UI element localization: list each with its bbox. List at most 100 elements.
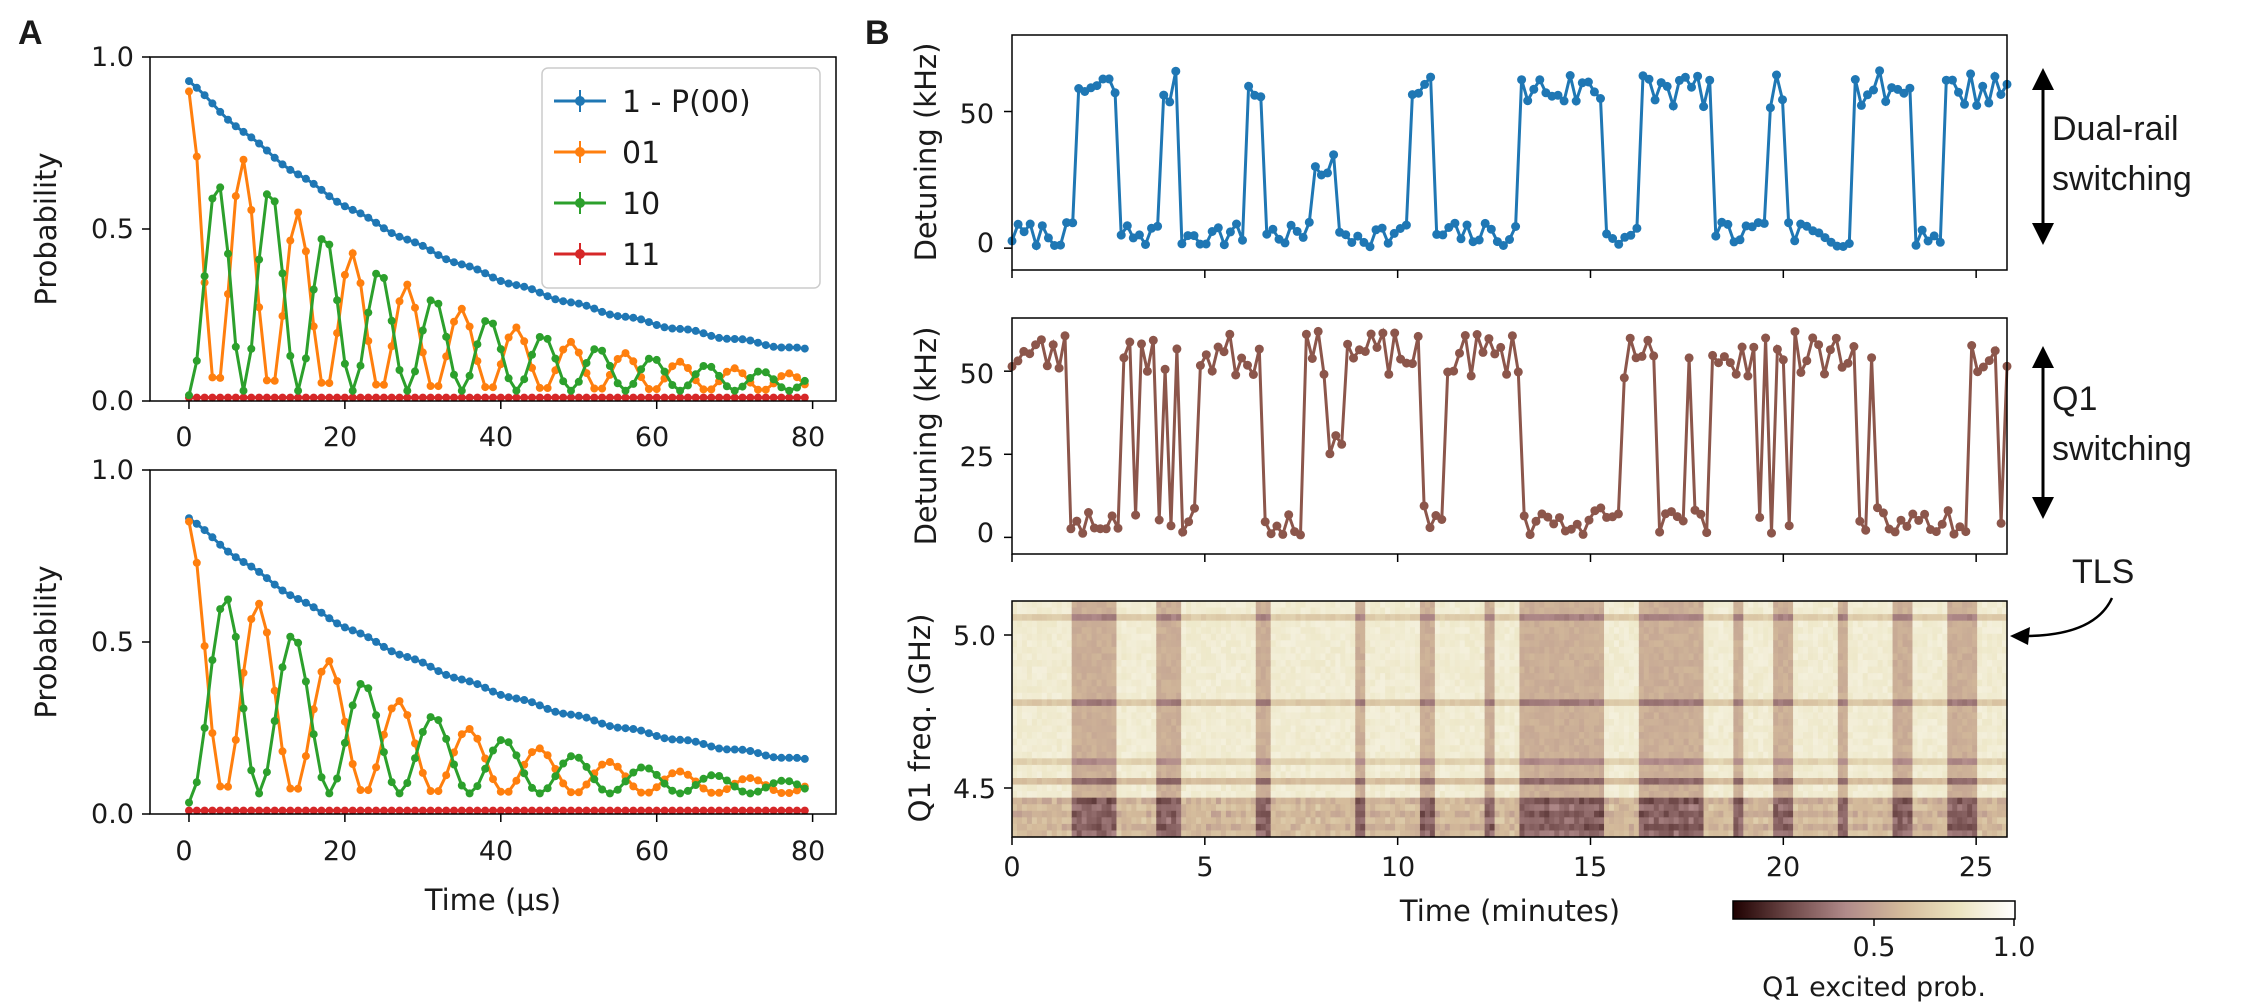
heatmap-cell <box>1405 823 1411 832</box>
heatmap-cell <box>1340 738 1346 746</box>
heatmap-cell <box>1036 699 1043 707</box>
heatmap-cell <box>1395 614 1401 622</box>
heatmap-cell <box>1250 666 1257 674</box>
b1-point-102 <box>1626 230 1636 240</box>
a1-point-2-29 <box>411 367 419 376</box>
a1-point-3-7 <box>239 393 248 402</box>
heatmap-cell <box>1449 660 1456 668</box>
heatmap-cell <box>1116 830 1123 838</box>
a2-point-0-58 <box>637 726 646 735</box>
heatmap-cell <box>1161 712 1167 720</box>
heatmap-cell <box>1201 666 1207 674</box>
heatmap-cell <box>1181 660 1187 668</box>
heatmap-cell <box>1031 810 1038 818</box>
a1-point-0-32 <box>434 251 443 260</box>
heatmap-cell <box>1375 673 1381 681</box>
heatmap-cell <box>1405 633 1411 641</box>
heatmap-cell <box>1305 771 1312 779</box>
heatmap-cell <box>1464 764 1471 773</box>
heatmap-cell <box>1335 817 1341 825</box>
a2-point-1-55 <box>613 762 622 771</box>
heatmap-cell <box>1310 817 1317 825</box>
heatmap-cell <box>1146 745 1152 753</box>
a1-point-1-45 <box>535 383 544 392</box>
heatmap-cell <box>1449 751 1456 759</box>
heatmap-cell <box>1285 764 1292 773</box>
a1-point-1-36 <box>465 322 474 331</box>
heatmap-cell <box>1031 784 1038 792</box>
heatmap-cell <box>1439 646 1446 655</box>
b2-ytick-25: 25 <box>960 442 994 473</box>
b2-point-123 <box>1731 369 1741 379</box>
heatmap-cell <box>1504 817 1511 825</box>
heatmap-cell <box>1056 620 1063 628</box>
heatmap-cell <box>1255 699 1262 707</box>
b1-point-116 <box>1711 231 1721 241</box>
heatmap-cell <box>1310 764 1317 773</box>
b2-point-40 <box>1243 360 1252 370</box>
heatmap-cell <box>1215 666 1222 674</box>
a1-point-1-38 <box>481 383 490 392</box>
heatmap-cell <box>1509 823 1516 832</box>
heatmap-cell <box>1196 614 1202 622</box>
heatmap-cell <box>1116 601 1123 609</box>
heatmap-cell <box>1181 758 1187 766</box>
a1-point-1-30 <box>418 348 427 357</box>
heatmap-cell <box>1101 627 1108 635</box>
heatmap-cell <box>1250 601 1257 609</box>
a2-point-0-45 <box>535 701 544 710</box>
heatmap-cell <box>1086 705 1093 714</box>
chart-a-bottom-xticks: 0 20 40 60 80 <box>175 836 825 867</box>
heatmap-cell <box>1290 705 1297 714</box>
heatmap-cell <box>1375 653 1381 661</box>
heatmap-cell <box>1171 679 1177 687</box>
heatmap-cell <box>1161 640 1167 648</box>
heatmap-cell <box>1026 725 1033 733</box>
heatmap-cell <box>1514 640 1521 648</box>
heatmap-cell <box>1041 784 1048 792</box>
b2-point-121 <box>1719 352 1729 362</box>
heatmap-cell <box>1046 830 1053 838</box>
a1-point-0-54 <box>605 310 614 319</box>
a2-point-2-77 <box>785 777 794 786</box>
heatmap-cell <box>1206 784 1212 792</box>
heatmap-cell <box>1285 614 1292 622</box>
heatmap-cell <box>1245 679 1252 687</box>
heatmap-cell <box>1504 705 1511 714</box>
heatmap-cell <box>1156 686 1162 694</box>
heatmap-cell <box>1225 699 1232 707</box>
heatmap-cell <box>1454 771 1461 779</box>
heatmap-cell <box>1524 771 1530 779</box>
b1-point-159 <box>1972 101 1982 110</box>
heatmap-cell <box>1235 751 1242 759</box>
a2-point-2-16 <box>309 730 318 739</box>
heatmap-cell <box>1220 601 1227 609</box>
heatmap-cell <box>1016 699 1023 707</box>
a2-point-3-34 <box>450 806 458 815</box>
heatmap-cell <box>1524 745 1530 753</box>
heatmap-cell <box>1171 778 1177 786</box>
a1-point-0-24 <box>372 218 381 227</box>
heatmap-cell <box>1290 823 1297 832</box>
heatmap-cell <box>1141 817 1147 825</box>
heatmap-cell <box>1186 712 1192 720</box>
a2-point-3-77 <box>785 806 794 815</box>
heatmap-cell <box>1156 673 1162 681</box>
heatmap-cell <box>1365 607 1371 615</box>
heatmap-cell <box>1345 712 1351 720</box>
a2-point-0-59 <box>644 729 653 738</box>
a2-point-0-8 <box>247 562 256 571</box>
heatmap-cell <box>1021 601 1028 609</box>
heatmap-cell <box>1151 620 1157 628</box>
a2-point-2-6 <box>231 632 240 641</box>
heatmap-cell <box>1111 633 1118 641</box>
heatmap-cell <box>1275 751 1282 759</box>
a2-point-0-66 <box>699 740 708 748</box>
a1-point-1-34 <box>450 317 458 326</box>
heatmap-cell <box>1484 810 1491 818</box>
b2-point-46 <box>1278 529 1288 539</box>
heatmap-cell <box>1176 771 1182 779</box>
heatmap-cell <box>1489 660 1496 668</box>
a2-point-3-60 <box>652 806 661 815</box>
heatmap-cell <box>1012 673 1018 681</box>
